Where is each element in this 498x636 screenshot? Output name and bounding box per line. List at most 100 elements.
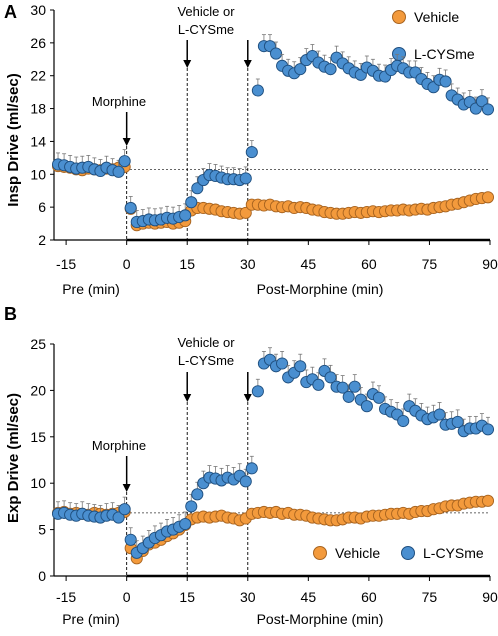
panel-a-y-tick-label: 14 bbox=[30, 133, 46, 149]
panel-a-lcysme-point bbox=[245, 146, 258, 159]
panel-b-label: B bbox=[4, 304, 17, 324]
panel-a-lcysme-point bbox=[185, 196, 198, 209]
panel-b-plot-area: 0 5 10 15 20 25 -15 0 15 30 45 60 75 90 bbox=[30, 336, 498, 605]
panel-b-lcysme-point bbox=[481, 423, 495, 436]
panel-a-y-tick-label: 26 bbox=[30, 35, 46, 51]
panel-b-lcysme-point bbox=[118, 503, 131, 516]
panel-a-x-tick-label: 60 bbox=[361, 256, 377, 272]
panel-b-x-label-pre: Pre (min) bbox=[62, 611, 120, 627]
panel-b-lcysme-point bbox=[348, 380, 361, 393]
panel-a-vehicle-or-annotation: Vehicle or bbox=[177, 4, 235, 19]
panel-a-y-tick-label: 30 bbox=[30, 2, 46, 18]
panel-a-lcysme-point bbox=[191, 182, 204, 195]
panel-b-x-tick-label: 60 bbox=[361, 589, 377, 605]
panel-b-lcysme-point bbox=[124, 533, 137, 546]
panel-b-lcysme-point bbox=[451, 415, 464, 429]
panel-b-x-tick-label: 30 bbox=[240, 589, 256, 605]
panel-b-lcysme-point bbox=[191, 488, 204, 501]
panel-a-label: A bbox=[4, 2, 17, 22]
panel-a-lcysme-point bbox=[439, 75, 452, 88]
panel-a-x-tick-label: 90 bbox=[482, 256, 498, 272]
panel-b-y-tick-label: 20 bbox=[30, 382, 46, 398]
panel-b-lcysme-point bbox=[294, 360, 307, 373]
panel-b-x-label-post: Post-Morphine (min) bbox=[257, 611, 384, 627]
panel-a-treatment-arrow-30-head bbox=[243, 60, 252, 68]
panel-a-x-tick-label: 75 bbox=[422, 256, 438, 272]
panel-a-x-label-post: Post-Morphine (min) bbox=[257, 281, 384, 297]
panel-b-y-tick-label: 15 bbox=[30, 429, 46, 445]
panel-a-x-tick-label: 0 bbox=[123, 256, 131, 272]
panel-b-lcysme-point bbox=[276, 357, 289, 370]
panel-a-x-tick-label: 15 bbox=[179, 256, 195, 272]
panel-b-legend-vehicle-marker bbox=[313, 546, 327, 560]
panel-b-x-tick-label: -15 bbox=[56, 589, 76, 605]
panel-b-lcysme-annotation: L-CYSme bbox=[178, 353, 234, 368]
panel-b-lcysme-point bbox=[312, 378, 325, 391]
panel-b-lcysme-point bbox=[372, 391, 386, 404]
panel-b-treatment-arrow-30-head bbox=[243, 394, 252, 402]
panel-b-morphine-annotation: Morphine bbox=[92, 438, 146, 453]
panel-a-lcysme-point bbox=[294, 63, 307, 76]
panel-b-x-tick-label: 90 bbox=[482, 589, 498, 605]
panel-b-y-tick-label: 25 bbox=[30, 336, 46, 352]
panel-a-legend-lcysme-label: L-CYSme bbox=[414, 46, 475, 62]
panel-b-x-tick-label: 0 bbox=[123, 589, 131, 605]
panel-a-x-tick-label: 30 bbox=[240, 256, 256, 272]
panel-a-y-tick-label: 22 bbox=[30, 68, 46, 84]
panel-a-vehicle-point bbox=[481, 191, 495, 204]
panel-a-y-tick-label: 6 bbox=[38, 199, 46, 215]
panel-a-legend-vehicle-label: Vehicle bbox=[414, 9, 459, 25]
panel-b-treatment-arrow-15-head bbox=[183, 394, 192, 402]
panel-b-lcysme-point bbox=[397, 414, 410, 428]
panel-a-lcysme-point bbox=[324, 63, 337, 76]
panel-b-legend-lcysme-label: L-CYSme bbox=[423, 545, 484, 561]
panel-b-lcysme-point bbox=[185, 500, 198, 513]
panel-b-lcysme-point bbox=[336, 381, 349, 394]
panel-a-lcysme-point bbox=[269, 47, 283, 60]
panel-b-lcysme-point bbox=[245, 462, 258, 475]
panel-b-x-tick-label: 45 bbox=[301, 589, 317, 605]
panel-b-lcysme-point bbox=[433, 408, 446, 421]
panel-b-lcysme-point bbox=[360, 400, 373, 413]
panel-b-y-tick-label: 5 bbox=[38, 522, 46, 538]
panel-b-y-tick-label: 0 bbox=[38, 568, 46, 584]
panel-a-lcysme-point bbox=[124, 201, 137, 215]
panel-b-lcysme-point bbox=[239, 475, 252, 488]
panel-a-lcysme-point bbox=[251, 84, 264, 97]
panel-a-x-tick-label: 45 bbox=[301, 256, 317, 272]
panel-b-morphine-arrow-head bbox=[122, 484, 131, 492]
panel-b-vehicle-or-annotation: Vehicle or bbox=[177, 335, 235, 350]
panel-a-legend-vehicle-marker bbox=[392, 10, 406, 24]
panel-a-morphine-annotation: Morphine bbox=[92, 94, 146, 109]
panel-a-lcysme-point bbox=[239, 172, 252, 185]
panel-a-y-axis-title: Insp Drive (ml/sec) bbox=[5, 73, 22, 206]
panel-b-x-tick-label: 15 bbox=[179, 589, 195, 605]
panel-a-y-tick-label: 10 bbox=[30, 166, 46, 182]
panel-b-lcysme-point bbox=[324, 371, 337, 384]
panel-a-lcysme-point bbox=[118, 155, 131, 168]
panel-a-lcysme-annotation: L-CYSme bbox=[178, 22, 234, 37]
panel-a-y-tick-label: 18 bbox=[30, 101, 46, 117]
panel-a-lcysme-point bbox=[112, 165, 125, 178]
panel-b-lcysme-point bbox=[179, 517, 192, 531]
panel-a-lcysme-point bbox=[481, 103, 495, 116]
panel-b-y-tick-label: 10 bbox=[30, 475, 46, 491]
panel-b-lcysme-point bbox=[251, 385, 264, 398]
panel-b-x-tick-label: 75 bbox=[422, 589, 438, 605]
panel-a-lcysme-point bbox=[179, 209, 192, 222]
panel-b-legend-vehicle-label: Vehicle bbox=[335, 545, 380, 561]
panel-a-x-label-pre: Pre (min) bbox=[62, 281, 120, 297]
panel-a-treatment-arrow-15-head bbox=[183, 60, 192, 68]
panel-a-y-tick-label: 2 bbox=[38, 232, 46, 248]
panel-b-legend-lcysme-marker bbox=[401, 546, 415, 560]
panel-a-lcysme-point bbox=[475, 95, 488, 108]
panel-b-vehicle-point bbox=[481, 494, 495, 507]
panel-b-lcysme-point bbox=[342, 390, 355, 403]
panel-b-lcysme-point bbox=[112, 511, 125, 524]
panel-b-y-axis-title: Exp Drive (ml/sec) bbox=[5, 393, 22, 523]
panel-a-morphine-arrow-head bbox=[122, 138, 131, 146]
panel-a-x-tick-label: -15 bbox=[56, 256, 76, 272]
panel-a-vehicle-point bbox=[239, 206, 252, 219]
